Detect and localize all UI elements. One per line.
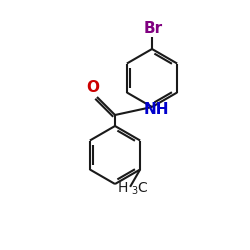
Text: H: H [118,181,128,195]
Text: 3: 3 [131,186,137,196]
Text: Br: Br [144,21,163,36]
Text: O: O [86,80,100,95]
Text: NH: NH [144,102,169,116]
Text: C: C [137,181,147,195]
